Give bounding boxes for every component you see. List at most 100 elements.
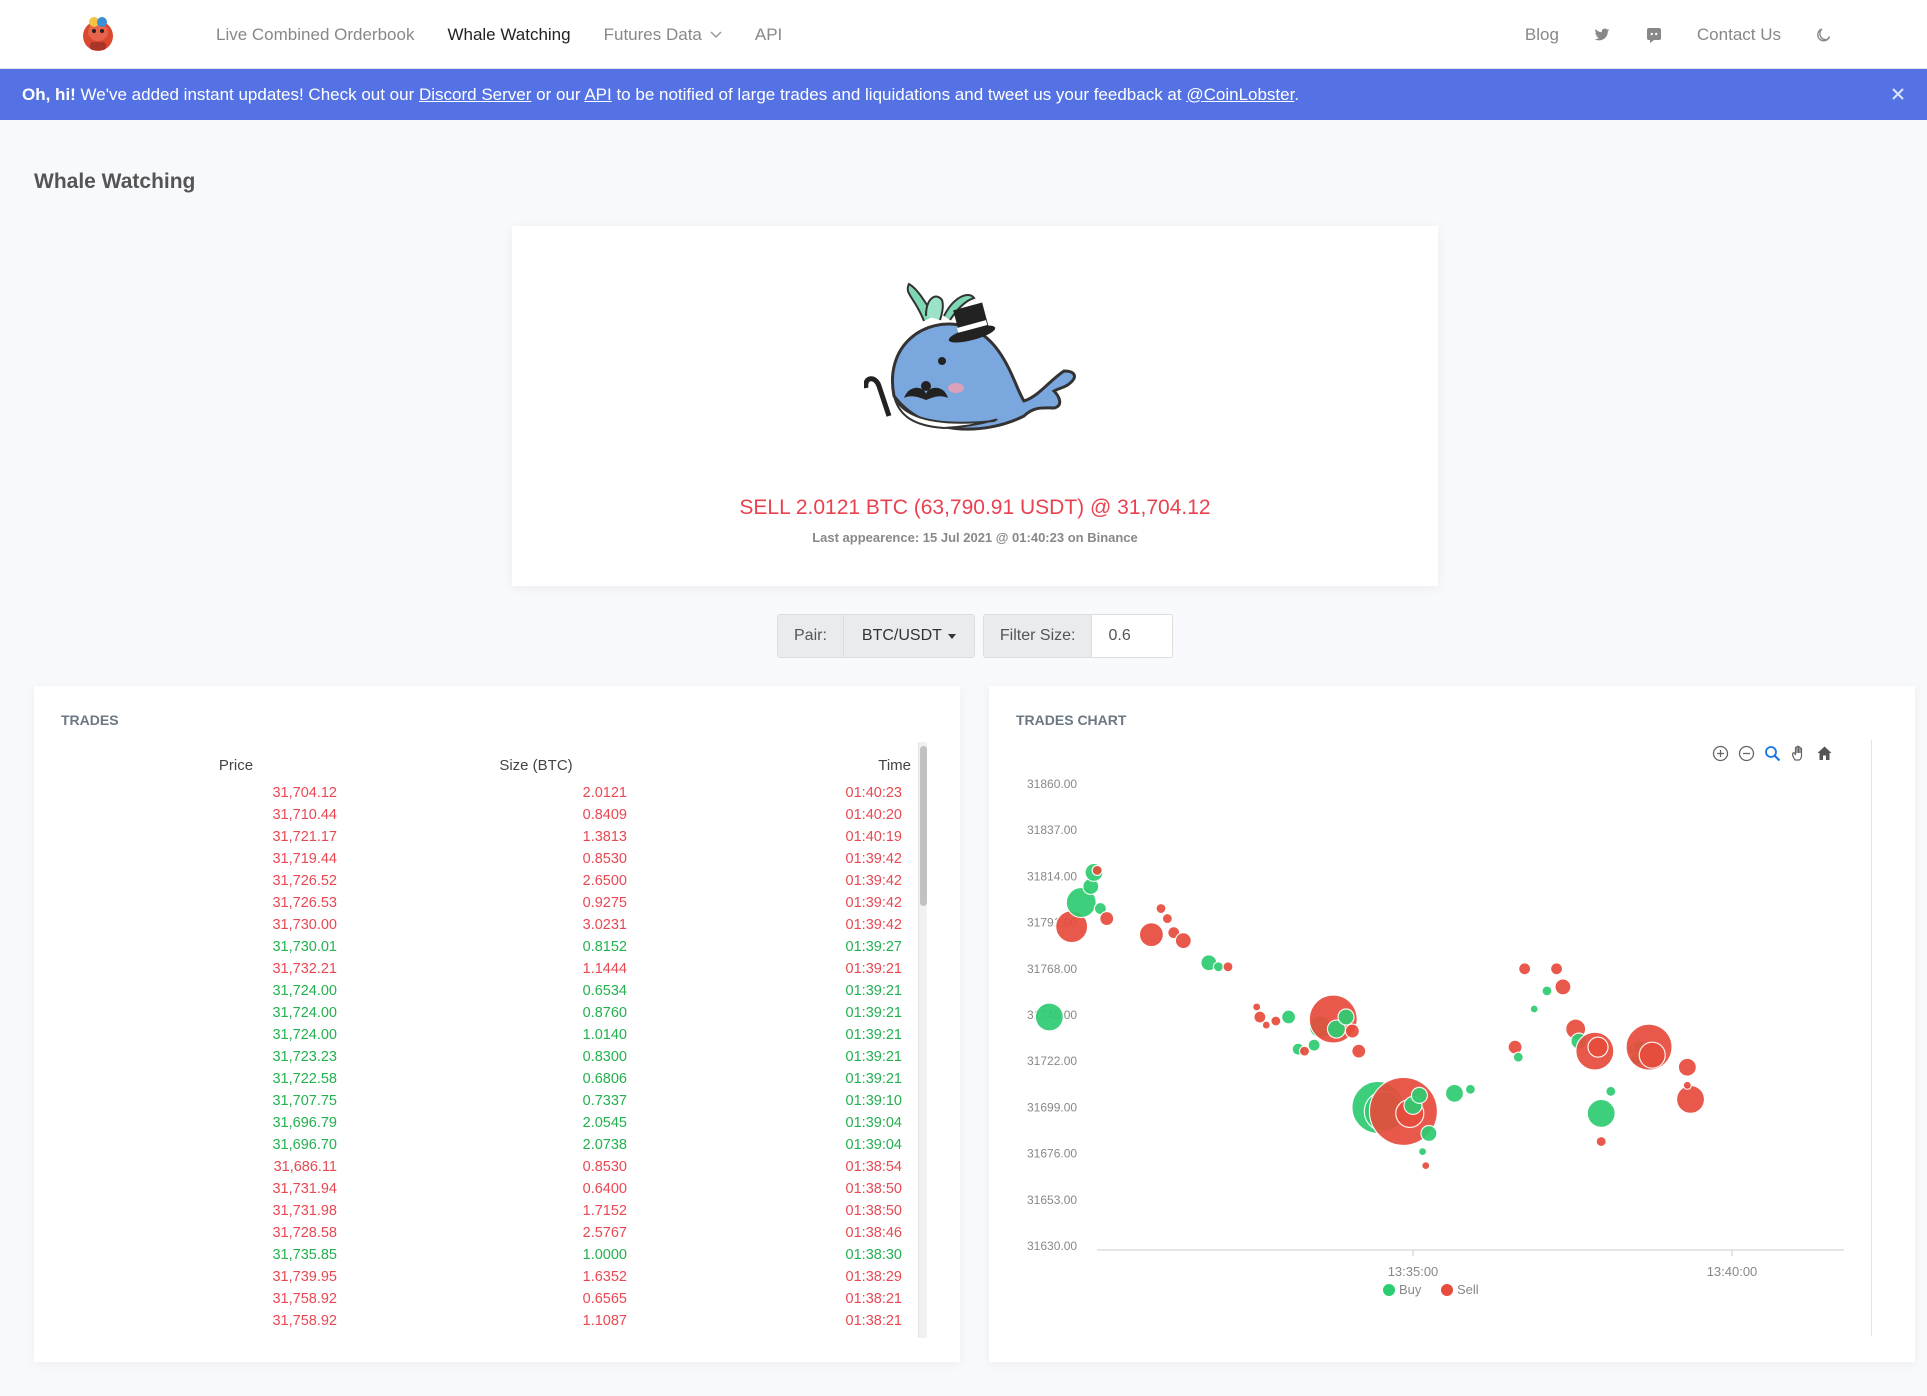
navbar: Live Combined Orderbook Whale Watching F… [0,0,1927,69]
cell-time: 01:39:21 [845,1027,902,1043]
banner-text-part: to be notified of large trades and liqui… [611,84,1187,104]
x-axis-ticks: 13:35:00 13:40:00 [1388,1250,1758,1279]
right-nav: Blog Contact Us [1525,0,1833,69]
nav-contact-us[interactable]: Contact Us [1696,24,1781,44]
discord-server-link[interactable]: Discord Server [418,84,532,104]
moon-icon[interactable] [1815,26,1833,44]
scroll-thumb[interactable] [920,746,927,906]
nav-live-orderbook[interactable]: Live Combined Orderbook [216,25,414,45]
magnifier-icon[interactable] [1763,744,1782,763]
filters-bar: Pair: BTC/USDT Filter Size: [777,614,1174,658]
zoom-in-icon[interactable] [1711,744,1730,763]
buy-point [1464,1083,1477,1095]
cell-size: 0.9275 [582,895,627,911]
cell-size: 0.8152 [582,939,627,955]
cell-price: 31,728.58 [272,1225,337,1241]
y-tick-label: 31768.00 [1027,962,1077,976]
banner-text: Oh, hi! We've added instant updates! Che… [22,85,1299,105]
nav-whale-watching[interactable]: Whale Watching [447,25,570,45]
cell-time: 01:39:21 [845,961,902,977]
buy-point [1280,1009,1297,1025]
cell-size: 0.8409 [582,807,627,823]
sell-point [1351,1043,1367,1059]
cell-price: 31,724.00 [272,983,337,999]
banner-text-part: or our [531,84,585,104]
twitter-handle-link[interactable]: @CoinLobster [1186,84,1295,104]
banner-api-link[interactable]: API [584,84,612,104]
table-row: 31,735.85 1.0000 01:38:30 [61,1244,921,1266]
pair-dropdown[interactable]: BTC/USDT [843,615,974,657]
table-row: 31,723.23 0.8300 01:39:21 [61,1046,921,1068]
cell-time: 01:38:29 [845,1269,902,1285]
filter-size-input[interactable] [1092,615,1173,657]
trades-table[interactable]: Price Size (BTC) Time 31,704.12 2.0121 01:… [61,748,921,1332]
trades-panel: TRADES Price Size (BTC) Time 31,704.12 2.… [34,686,960,1362]
sell-point [1252,1002,1262,1012]
cell-size: 1.6352 [582,1269,627,1285]
cell-time: 01:40:19 [845,829,902,845]
buy-point [1065,886,1097,919]
cell-time: 01:39:04 [845,1137,902,1153]
trades-scatter-chart[interactable]: 31860.0031837.0031814.0031791.0031768.00… [989,686,1915,1362]
coinlobster-logo[interactable] [76,12,120,56]
banner-greeting: Oh, hi! [22,84,76,104]
cell-price: 31,724.00 [272,1027,337,1043]
pair-label: Pair: [778,615,844,657]
sell-point [1091,864,1103,876]
cell-size: 3.0231 [582,917,627,933]
zoom-out-icon[interactable] [1737,744,1756,763]
nav-futures-data[interactable]: Futures Data [604,25,722,45]
table-row: 31,730.01 0.8152 01:39:27 [61,936,921,958]
y-tick-label: 31653.00 [1027,1193,1077,1207]
trade-rows: 31,704.12 2.0121 01:40:23 31,710.44 0.8409 01… [61,782,921,1332]
table-row: 31,724.00 0.8760 01:39:21 [61,1002,921,1024]
cell-price: 31,758.92 [272,1313,337,1329]
page-title: Whale Watching [34,170,196,193]
x-tick-label: 13:40:00 [1707,1264,1758,1279]
header-size: Size (BTC) [499,756,573,774]
table-row: 31,696.70 2.0738 01:39:04 [61,1134,921,1156]
buy-point [1307,1038,1321,1052]
cell-time: 01:40:20 [845,807,902,823]
x-tick-label: 13:35:00 [1388,1264,1439,1279]
cell-time: 01:39:21 [845,1071,902,1087]
cell-price: 31,758.92 [272,1291,337,1307]
trades-chart-panel: TRADES CHART 31860.00 31837.00 31814.00 317… [989,686,1915,1362]
table-row: 31,707.75 0.7337 01:39:10 [61,1090,921,1112]
nav-blog[interactable]: Blog [1524,24,1559,44]
close-icon[interactable] [1887,83,1909,105]
table-row: 31,719.44 0.8530 01:39:42 [61,848,921,870]
cell-price: 31,732.21 [272,961,337,977]
cell-time: 01:39:04 [845,1115,902,1131]
cell-price: 31,726.52 [272,873,337,889]
caret-down-icon [947,633,956,639]
whale-mascot-icon [864,282,1076,431]
header-price: Price [218,756,254,774]
sell-point [1638,1041,1666,1069]
cell-time: 01:39:10 [845,1093,902,1109]
filter-size-group: Filter Size: [982,614,1174,658]
twitter-icon[interactable] [1593,26,1611,44]
cell-price: 31,731.94 [272,1181,337,1197]
cell-time: 01:39:21 [845,983,902,999]
nav-api[interactable]: API [755,25,782,45]
y-tick-label: 31722.00 [1027,1054,1077,1068]
cell-size: 0.7337 [582,1093,627,1109]
cell-time: 01:39:42 [845,895,902,911]
sell-point [1595,1135,1607,1148]
buy-point [1605,1085,1617,1097]
cell-price: 31,710.44 [272,807,337,823]
table-row: 31,732.21 1.1444 01:39:21 [61,958,921,980]
cell-size: 1.0000 [582,1247,627,1263]
cell-time: 01:38:50 [845,1181,902,1197]
pan-hand-icon[interactable] [1789,744,1808,763]
table-row: 31,731.98 1.7152 01:38:50 [61,1200,921,1222]
table-row: 31,721.17 1.3813 01:40:19 [61,826,921,848]
cell-size: 2.0738 [582,1137,627,1153]
trades-scrollbar[interactable] [918,742,927,1338]
home-icon[interactable] [1815,744,1834,763]
discord-icon[interactable] [1645,26,1663,44]
buy-point [1586,1098,1616,1129]
cell-size: 0.6806 [582,1071,627,1087]
sell-point [1682,1080,1692,1090]
